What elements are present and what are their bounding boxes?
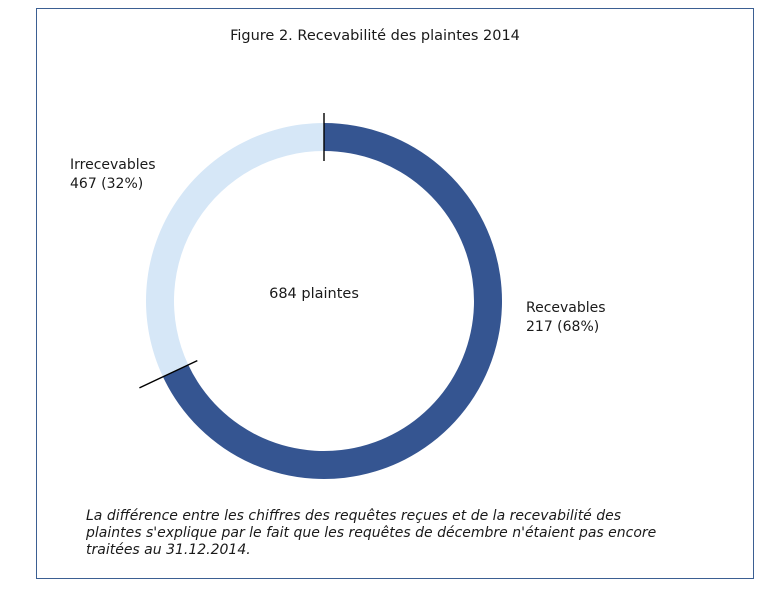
- donut-slice-irrecevables: [145, 123, 324, 377]
- chart-title: Figure 2. Recevabilité des plaintes 2014: [230, 28, 520, 44]
- figure-frame: [36, 8, 754, 579]
- slice-value-irrecevables: 467 (32%): [70, 176, 144, 192]
- slice-name-irrecevables: Irrecevables: [70, 157, 156, 173]
- slice-separator-line: [139, 359, 198, 389]
- slice-label-recevables: Recevables 217 (68%): [526, 299, 606, 337]
- slice-name-recevables: Recevables: [526, 300, 606, 316]
- slice-value-recevables: 217 (68%): [526, 319, 600, 335]
- footnote-line: traitées au 31.12.2014.: [86, 542, 251, 558]
- footnote-line: plaintes s'explique par le fait que les …: [86, 525, 657, 541]
- footnote: La différence entre les chiffres des req…: [86, 508, 696, 559]
- donut-center-label: 684 plaintes: [269, 286, 359, 302]
- slice-label-irrecevables: Irrecevables 467 (32%): [70, 156, 156, 194]
- footnote-line: La différence entre les chiffres des req…: [86, 508, 622, 524]
